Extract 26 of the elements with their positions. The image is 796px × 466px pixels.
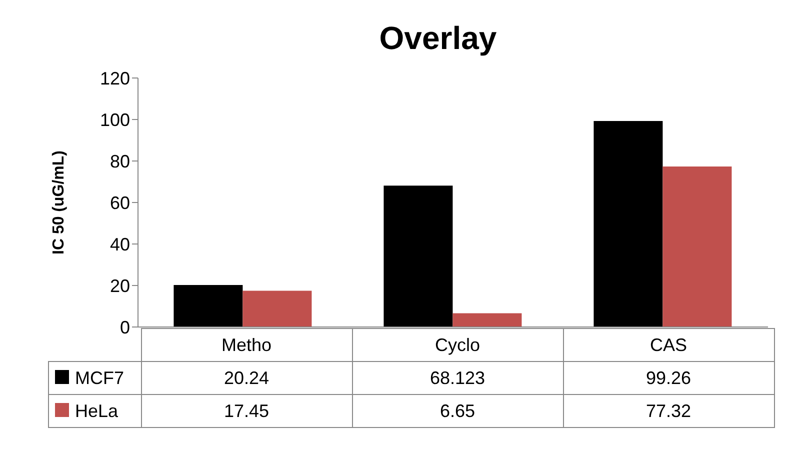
bar [452, 313, 522, 327]
y-tick-label: 60 [110, 192, 130, 213]
legend-label: MCF7 [48, 362, 141, 394]
x-tick-label: Cyclo [352, 328, 563, 362]
y-tick-label: 100 [100, 110, 130, 130]
x-tick-label: CAS [563, 328, 774, 362]
y-axis-title: IC 50 (uG/mL) [50, 150, 68, 255]
data-label: 20.24 [141, 362, 352, 394]
bar [662, 166, 732, 327]
x-tick-label: Metho [141, 328, 352, 362]
data-label: 99.26 [563, 362, 774, 394]
y-tick-label: 120 [100, 68, 130, 88]
data-label: 68.123 [352, 362, 563, 394]
bar [174, 285, 243, 327]
chart-title: Overlay [378, 19, 498, 58]
bar [242, 290, 312, 327]
y-tick-label: 40 [110, 234, 130, 254]
data-label: 6.65 [352, 394, 563, 428]
bar [594, 121, 663, 327]
data-label: 17.45 [141, 394, 352, 428]
y-tick-label: 0 [120, 317, 130, 338]
y-tick-label: 20 [110, 276, 130, 296]
legend-label: HeLa [48, 394, 141, 428]
bar [384, 186, 453, 327]
data-label: 77.32 [563, 394, 774, 428]
y-tick-label: 80 [110, 151, 130, 172]
